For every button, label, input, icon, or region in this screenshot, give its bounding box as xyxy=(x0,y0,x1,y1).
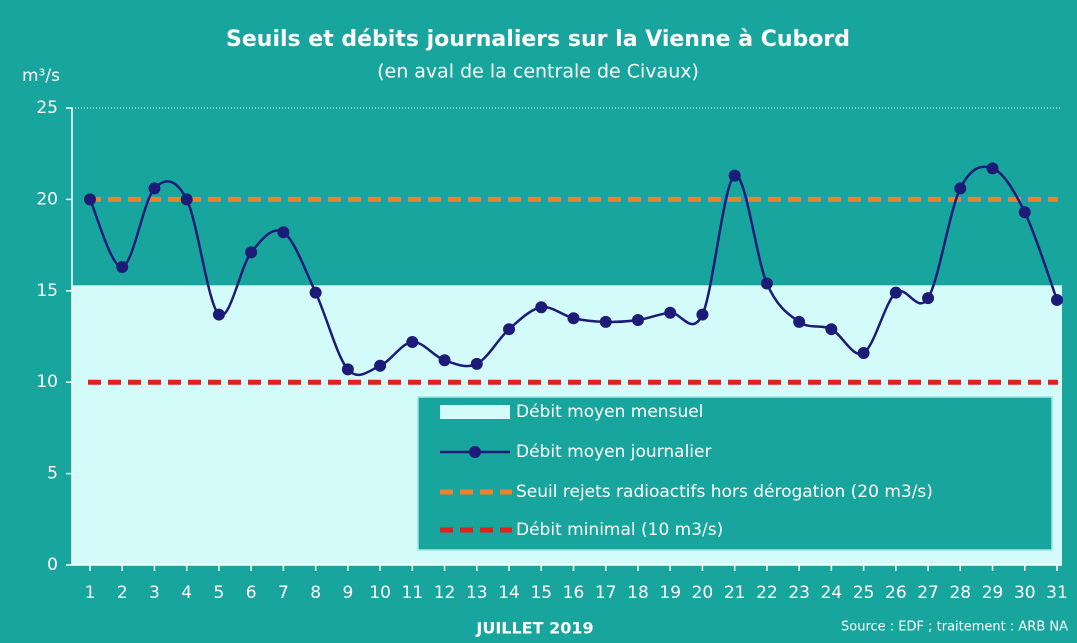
daily-marker xyxy=(180,193,193,206)
x-tick-label: 15 xyxy=(530,583,552,603)
daily-marker xyxy=(341,363,354,376)
daily-marker xyxy=(1051,293,1063,306)
daily-marker xyxy=(857,346,870,359)
daily-marker xyxy=(599,315,612,328)
x-tick-label: 31 xyxy=(1046,583,1068,603)
legend-box xyxy=(417,396,1053,551)
legend-swatch xyxy=(440,405,510,419)
x-tick-label: 23 xyxy=(788,583,810,603)
daily-marker xyxy=(1018,206,1031,219)
x-axis-label: JUILLET 2019 xyxy=(475,619,593,638)
x-tick-label: 5 xyxy=(214,583,225,603)
daily-marker xyxy=(535,301,548,314)
x-tick-label: 30 xyxy=(1014,583,1036,603)
daily-marker xyxy=(212,308,225,321)
daily-marker xyxy=(438,354,451,367)
daily-marker xyxy=(825,323,838,336)
x-tick-label: 25 xyxy=(853,583,875,603)
daily-marker xyxy=(470,357,483,370)
daily-marker xyxy=(760,277,773,290)
daily-marker xyxy=(954,182,967,195)
x-tick-label: 20 xyxy=(692,583,714,603)
daily-marker xyxy=(148,182,161,195)
x-tick-label: 26 xyxy=(885,583,907,603)
daily-marker xyxy=(696,308,709,321)
source: Source : EDF ; traitement : ARB NA xyxy=(841,620,1068,635)
daily-marker xyxy=(277,226,290,239)
x-tick-label: 24 xyxy=(821,583,843,603)
x-tick-label: 29 xyxy=(982,583,1004,603)
daily-marker xyxy=(503,323,516,336)
x-tick-label: 22 xyxy=(756,583,778,603)
y-axis-label: m³/s xyxy=(22,66,60,86)
x-tick-label: 10 xyxy=(369,583,391,603)
y-tick-label: 5 xyxy=(47,464,58,484)
daily-marker xyxy=(889,286,902,299)
daily-marker xyxy=(922,292,935,305)
daily-marker xyxy=(309,286,322,299)
x-tick-label: 1 xyxy=(85,583,96,603)
y-tick-label: 15 xyxy=(36,281,58,301)
y-tick-label: 10 xyxy=(36,372,58,392)
x-tick-label: 17 xyxy=(595,583,617,603)
x-tick-label: 16 xyxy=(563,583,585,603)
daily-marker xyxy=(664,306,677,319)
legend-label: Seuil rejets radioactifs hors dérogation… xyxy=(516,482,933,502)
x-tick-label: 9 xyxy=(342,583,353,603)
legend-label: Débit moyen journalier xyxy=(516,442,711,462)
x-tick-label: 8 xyxy=(310,583,321,603)
chart-subtitle: (en aval de la centrale de Civaux) xyxy=(377,61,699,83)
x-tick-label: 21 xyxy=(724,583,746,603)
x-tick-label: 14 xyxy=(498,583,520,603)
daily-marker xyxy=(793,315,806,328)
x-tick-label: 4 xyxy=(181,583,192,603)
legend-swatch xyxy=(469,446,481,458)
legend-label: Débit minimal (10 m3/s) xyxy=(516,520,723,540)
daily-marker xyxy=(406,335,419,348)
x-tick-label: 28 xyxy=(949,583,971,603)
daily-marker xyxy=(84,193,96,206)
y-tick-label: 20 xyxy=(36,189,58,209)
daily-marker xyxy=(631,314,644,327)
x-tick-label: 7 xyxy=(278,583,289,603)
x-tick-label: 27 xyxy=(917,583,939,603)
daily-marker xyxy=(245,246,258,259)
x-tick-label: 12 xyxy=(434,583,456,603)
x-tick-label: 19 xyxy=(659,583,681,603)
x-tick-label: 3 xyxy=(149,583,160,603)
x-tick-label: 11 xyxy=(402,583,424,603)
x-tick-label: 2 xyxy=(117,583,128,603)
y-tick-label: 0 xyxy=(47,555,58,575)
daily-marker xyxy=(116,261,129,274)
daily-marker xyxy=(374,359,387,372)
y-tick-label: 25 xyxy=(36,98,58,118)
daily-marker xyxy=(567,312,580,325)
legend-label: Débit moyen mensuel xyxy=(516,402,703,422)
daily-marker xyxy=(986,162,999,175)
x-tick-label: 18 xyxy=(627,583,649,603)
x-tick-label: 6 xyxy=(246,583,257,603)
daily-marker xyxy=(728,169,741,182)
chart-title: Seuils et débits journaliers sur la Vien… xyxy=(226,27,850,52)
x-tick-label: 13 xyxy=(466,583,488,603)
